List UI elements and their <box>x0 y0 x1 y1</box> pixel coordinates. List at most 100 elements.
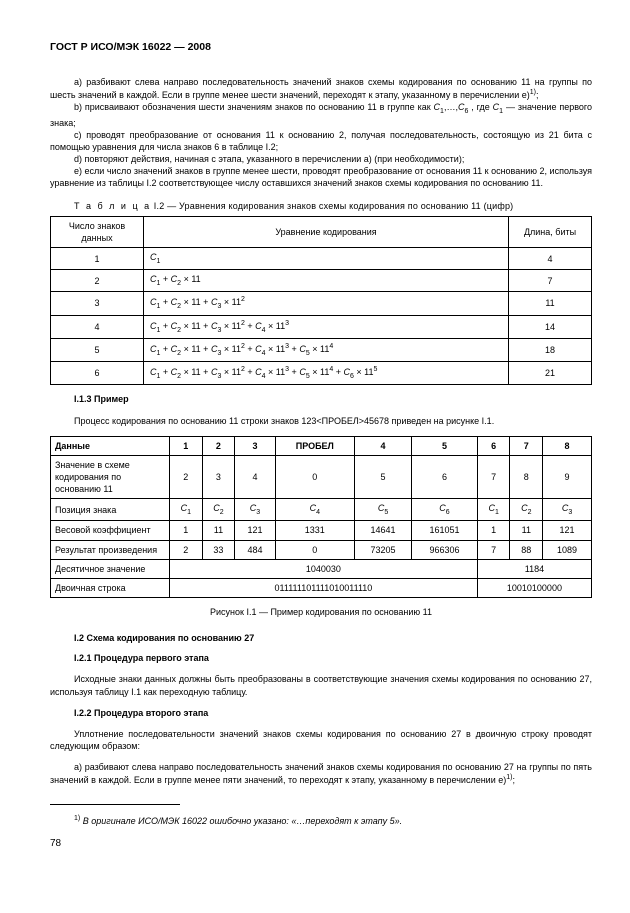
t2-cell: 2 <box>170 455 203 498</box>
t1-head2: Уравнение кодирования <box>144 216 509 247</box>
section-i21: I.2.1 Процедура первого этапа <box>50 652 592 664</box>
paragraph-a: a) разбивают слева направо последователь… <box>50 76 592 101</box>
document-header: ГОСТ Р ИСО/МЭК 16022 — 2008 <box>50 40 592 54</box>
t2-cell: 5 <box>354 455 411 498</box>
t2-cell: 2 <box>170 540 203 559</box>
table-equations: Число знаков данных Уравнение кодировани… <box>50 216 592 386</box>
t1-r2-c2: C1 + C2 × 11 <box>144 270 509 292</box>
table-row: 2 C1 + C2 × 11 7 <box>51 270 592 292</box>
t2-h2: 2 <box>202 436 235 455</box>
t1-r5-c3: 18 <box>509 338 592 361</box>
i22-text: Уплотнение последовательности значений з… <box>50 728 592 752</box>
t2-cell: 1 <box>170 521 203 540</box>
t2-head-data: Данные <box>51 436 170 455</box>
table1-caption-rest: I.2 — Уравнения кодирования знаков схемы… <box>151 201 513 211</box>
t2-cell: 7 <box>477 455 510 498</box>
t2-cell: 14641 <box>354 521 411 540</box>
t2-cell: C2 <box>510 499 543 521</box>
para-a-text: a) разбивают слева направо последователь… <box>50 77 592 100</box>
t2-cell: 88 <box>510 540 543 559</box>
t2-cell: C3 <box>543 499 592 521</box>
paragraph-e: e) если число значений знаков в группе м… <box>50 165 592 189</box>
t2-cell: 3 <box>202 455 235 498</box>
document-page: ГОСТ Р ИСО/МЭК 16022 — 2008 a) разбивают… <box>0 0 630 870</box>
footnote-text: В оригинале ИСО/МЭК 16022 ошибочно указа… <box>80 816 402 826</box>
t2-cell: 966306 <box>412 540 478 559</box>
t2-r1-label: Значение в схеме кодирования по основани… <box>51 455 170 498</box>
t2-cell: C1 <box>477 499 510 521</box>
t2-cell: C1 <box>170 499 203 521</box>
t2-hspace: ПРОБЕЛ <box>275 436 354 455</box>
t1-head3: Длина, биты <box>509 216 592 247</box>
table-row: Позиция знака C1 C2 C3 C4 C5 C6 C1 C2 C3 <box>51 499 592 521</box>
i13-text: Процесс кодирования по основанию 11 стро… <box>50 415 592 427</box>
table-row: Двоичная строка 011111101111010011110 10… <box>51 578 592 597</box>
t1-r3-c1: 3 <box>51 292 144 315</box>
figure-caption: Рисунок I.1 — Пример кодирования по осно… <box>50 606 592 618</box>
para-b-where: , где <box>468 102 492 112</box>
section-i2: I.2 Схема кодирования по основанию 27 <box>50 632 592 644</box>
t2-cell: 9 <box>543 455 592 498</box>
t1-r1-c2: C1 <box>144 247 509 269</box>
t2-r6-a: 011111101111010011110 <box>170 578 478 597</box>
t2-cell: 8 <box>510 455 543 498</box>
t2-cell: 484 <box>235 540 275 559</box>
t2-h4: 4 <box>354 436 411 455</box>
t1-r5-c2: C1 + C2 × 11 + C3 × 112 + C4 × 113 + C5 … <box>144 338 509 361</box>
t2-cell: 1089 <box>543 540 592 559</box>
t2-cell: 0 <box>275 540 354 559</box>
table-row: Значение в схеме кодирования по основани… <box>51 455 592 498</box>
t2-h7: 7 <box>510 436 543 455</box>
t2-cell: C2 <box>202 499 235 521</box>
paragraph-d: d) повторяют действия, начиная с этапа, … <box>50 153 592 165</box>
t1-r2-c3: 7 <box>509 270 592 292</box>
t2-cell: C6 <box>412 499 478 521</box>
t1-r6-c3: 21 <box>509 362 592 385</box>
t1-r1-c1: 1 <box>51 247 144 269</box>
t2-cell: 121 <box>235 521 275 540</box>
table1-caption: Т а б л и ц а I.2 — Уравнения кодировани… <box>50 200 592 212</box>
t2-cell: 6 <box>412 455 478 498</box>
t2-cell: C5 <box>354 499 411 521</box>
t2-r5-label: Десятичное значение <box>51 559 170 578</box>
t2-cell: 4 <box>235 455 275 498</box>
t2-cell: 33 <box>202 540 235 559</box>
t2-h1: 1 <box>170 436 203 455</box>
t1-r6-c2: C1 + C2 × 11 + C3 × 112 + C4 × 113 + C5 … <box>144 362 509 385</box>
t2-cell: C3 <box>235 499 275 521</box>
section-i13: I.1.3 Пример <box>50 393 592 405</box>
table-row: 5 C1 + C2 × 11 + C3 × 112 + C4 × 113 + C… <box>51 338 592 361</box>
t2-r2-label: Позиция знака <box>51 499 170 521</box>
table-row: Весовой коэффициент 1 11 121 1331 14641 … <box>51 521 592 540</box>
para-b-head: b) присваивают обозначения шести значени… <box>74 102 434 112</box>
t2-cell: 161051 <box>412 521 478 540</box>
paragraph-b: b) присваивают обозначения шести значени… <box>50 101 592 128</box>
t2-cell: 1331 <box>275 521 354 540</box>
paragraph-c: c) проводят преобразование от основания … <box>50 129 592 153</box>
table-row: 4 C1 + C2 × 11 + C3 × 112 + C4 × 113 14 <box>51 315 592 338</box>
footnote: 1) В оригинале ИСО/МЭК 16022 ошибочно ук… <box>50 814 592 827</box>
t2-cell: 1 <box>477 521 510 540</box>
footnote-rule <box>50 804 180 805</box>
table-row: Число знаков данных Уравнение кодировани… <box>51 216 592 247</box>
section-i22: I.2.2 Процедура второго этапа <box>50 707 592 719</box>
t2-r3-label: Весовой коэффициент <box>51 521 170 540</box>
t1-head1: Число знаков данных <box>51 216 144 247</box>
t1-r1-c3: 4 <box>509 247 592 269</box>
t2-cell: 11 <box>202 521 235 540</box>
t1-r6-c1: 6 <box>51 362 144 385</box>
para2-a-tail: ; <box>512 775 515 785</box>
para-a-tail: ; <box>536 90 539 100</box>
t2-h6: 6 <box>477 436 510 455</box>
t2-h8: 8 <box>543 436 592 455</box>
t2-cell: 0 <box>275 455 354 498</box>
t1-r3-c2: C1 + C2 × 11 + C3 × 112 <box>144 292 509 315</box>
t1-r3-c3: 11 <box>509 292 592 315</box>
t1-r4-c2: C1 + C2 × 11 + C3 × 112 + C4 × 113 <box>144 315 509 338</box>
t2-cell: 73205 <box>354 540 411 559</box>
paragraph2-a: a) разбивают слева направо последователь… <box>50 761 592 786</box>
table-row: Данные 1 2 3 ПРОБЕЛ 4 5 6 7 8 <box>51 436 592 455</box>
t2-r6-b: 10010100000 <box>477 578 591 597</box>
t2-r6-label: Двоичная строка <box>51 578 170 597</box>
t2-h3: 3 <box>235 436 275 455</box>
